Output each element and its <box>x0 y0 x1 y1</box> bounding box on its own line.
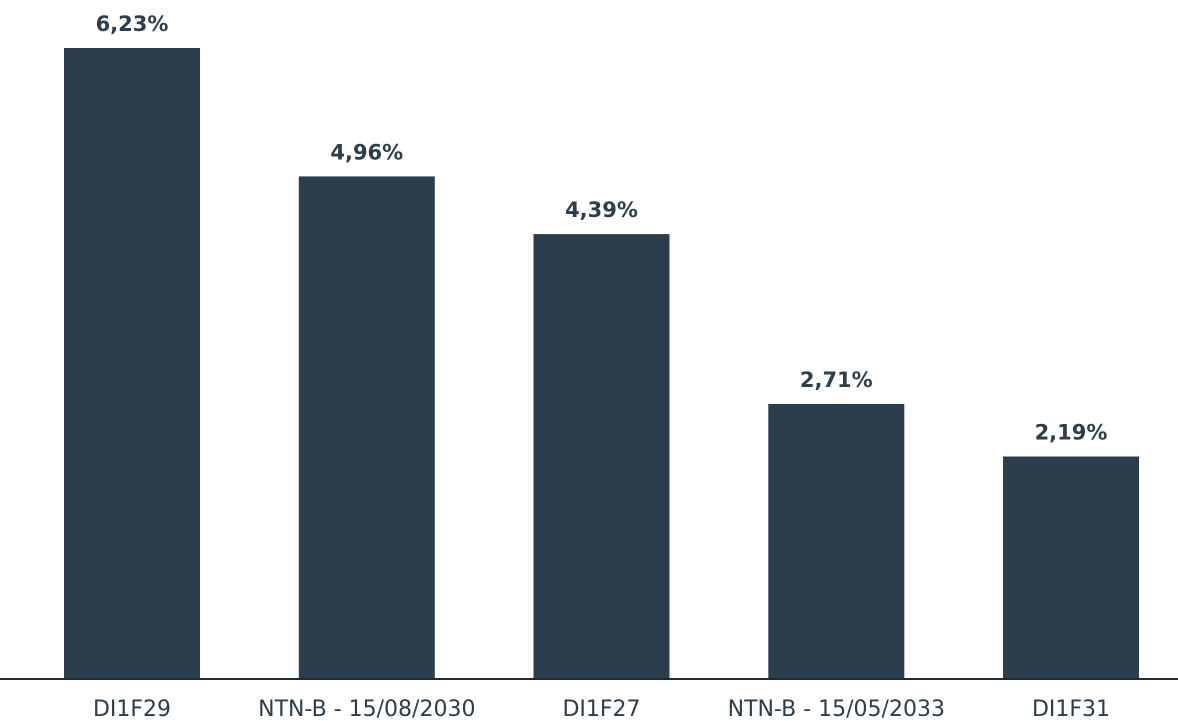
category-label-3: DI1F27 <box>562 697 640 721</box>
category-labels-layer: DI1F29 NTN-B - 15/08/2030 DI1F27 NTN-B - 15… <box>93 697 1110 721</box>
bars-layer <box>64 48 1139 678</box>
bar-3 <box>533 234 670 678</box>
value-labels-layer: 6,23% 4,96% 4,39% 2,71% 2,19% <box>96 12 1108 445</box>
value-label-3: 4,39% <box>565 198 638 222</box>
category-label-4: NTN-B - 15/05/2033 <box>728 697 945 721</box>
category-label-5: DI1F31 <box>1032 697 1110 721</box>
value-label-2: 4,96% <box>330 140 403 164</box>
value-label-1: 6,23% <box>96 12 169 36</box>
value-label-5: 2,19% <box>1035 421 1108 445</box>
category-label-1: DI1F29 <box>93 697 171 721</box>
bar-1 <box>64 48 200 678</box>
bar-2 <box>298 176 435 678</box>
bar-5 <box>1003 456 1139 678</box>
value-label-4: 2,71% <box>800 368 873 392</box>
category-label-2: NTN-B - 15/08/2030 <box>258 697 475 721</box>
bar-4 <box>768 404 905 678</box>
